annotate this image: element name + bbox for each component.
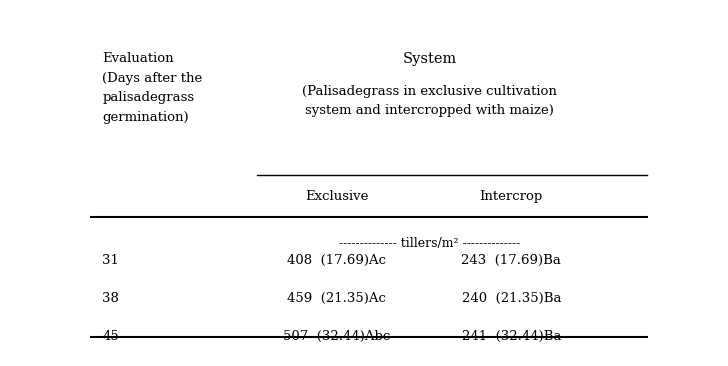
Text: -------------- tillers/m² --------------: -------------- tillers/m² -------------- xyxy=(339,237,520,250)
Text: 408  (17.69)Ac: 408 (17.69)Ac xyxy=(287,254,386,267)
Text: System: System xyxy=(403,52,456,66)
Text: 240  (21.35)Ba: 240 (21.35)Ba xyxy=(462,292,561,305)
Text: Evaluation
(Days after the
palisadegrass
germination): Evaluation (Days after the palisadegrass… xyxy=(102,52,202,124)
Text: 38: 38 xyxy=(102,292,119,305)
Text: 507  (32.44)Abc: 507 (32.44)Abc xyxy=(282,330,390,343)
Text: Intercrop: Intercrop xyxy=(480,190,543,203)
Text: 31: 31 xyxy=(102,254,119,267)
Text: 45: 45 xyxy=(102,330,119,343)
Text: Exclusive: Exclusive xyxy=(305,190,368,203)
Text: 241  (32.44)Ba: 241 (32.44)Ba xyxy=(462,330,561,343)
Text: (Palisadegrass in exclusive cultivation
system and intercropped with maize): (Palisadegrass in exclusive cultivation … xyxy=(302,85,557,117)
Text: 459  (21.35)Ac: 459 (21.35)Ac xyxy=(287,292,386,305)
Text: 243  (17.69)Ba: 243 (17.69)Ba xyxy=(462,254,561,267)
